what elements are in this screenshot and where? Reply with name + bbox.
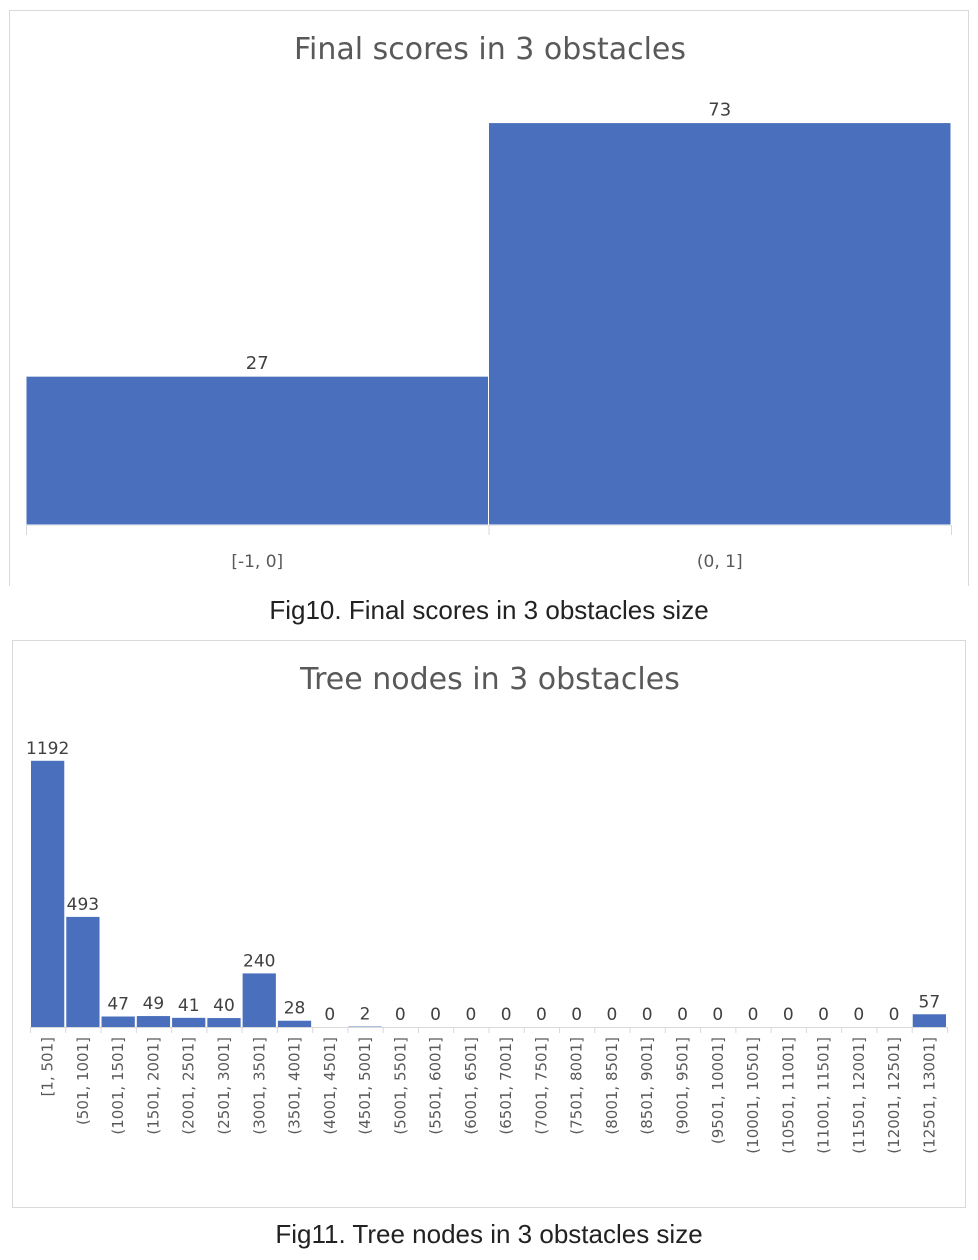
tree-nodes-tick-label: (1001, 1501] xyxy=(109,1037,127,1135)
tree-nodes-tick-label: (8501, 9001] xyxy=(638,1037,656,1135)
chart-final-scores: Final scores in 3 obstacles 27 [-1, 0] 73 (0… xyxy=(9,10,969,586)
tree-nodes-data-label: 240 xyxy=(243,951,275,971)
tree-nodes-tick-label: (4501, 5001] xyxy=(356,1037,374,1135)
tree-nodes-data-label: 0 xyxy=(324,1005,335,1025)
tree-nodes-tick-label: (2001, 2501] xyxy=(180,1037,198,1135)
tree-nodes-bar xyxy=(912,1014,946,1027)
tree-nodes-tick-label: (5001, 5501] xyxy=(391,1037,409,1135)
tree-nodes-data-label: 1192 xyxy=(26,739,69,759)
tree-nodes-bar xyxy=(66,916,100,1027)
tree-nodes-data-label: 0 xyxy=(536,1005,547,1025)
tree-nodes-tick-label: (4001, 4501] xyxy=(321,1037,339,1135)
tree-nodes-tick-label: [1, 501] xyxy=(39,1037,57,1096)
tree-nodes-tick-label: (11001, 11501] xyxy=(815,1037,833,1154)
tree-nodes-data-label: 0 xyxy=(642,1005,653,1025)
final-scores-data-label: 73 xyxy=(708,100,731,121)
final-scores-data-label: 27 xyxy=(246,353,269,374)
tree-nodes-tick-label: (6001, 6501] xyxy=(462,1037,480,1135)
tree-nodes-data-label: 0 xyxy=(677,1005,688,1025)
tree-nodes-tick-label: (5501, 6001] xyxy=(427,1037,445,1135)
tree-nodes-bar xyxy=(207,1018,241,1027)
tree-nodes-tick-label: (7501, 8001] xyxy=(568,1037,586,1135)
tree-nodes-bar xyxy=(101,1016,135,1027)
chart-final-scores-svg: Final scores in 3 obstacles 27 [-1, 0] 73 (0… xyxy=(25,32,952,572)
tree-nodes-tick-label: (10501, 11001] xyxy=(779,1037,797,1154)
tree-nodes-data-label: 493 xyxy=(67,895,99,915)
tree-nodes-bar xyxy=(242,973,276,1027)
tree-nodes-bar xyxy=(136,1016,171,1027)
tree-nodes-data-label: 47 xyxy=(107,995,129,1015)
tree-nodes-bar xyxy=(172,1017,206,1027)
tree-nodes-data-label: 0 xyxy=(571,1005,582,1025)
chart-tree-nodes: Tree nodes in 3 obstacles 1192 [1, 501] 493… xyxy=(12,640,966,1208)
tree-nodes-tick-label: (11501, 12001] xyxy=(850,1037,868,1154)
final-scores-title: Final scores in 3 obstacles xyxy=(294,32,686,67)
tree-nodes-tick-label: (12001, 12501] xyxy=(885,1037,903,1154)
tree-nodes-data-label: 0 xyxy=(712,1005,723,1025)
tree-nodes-data-label: 40 xyxy=(213,996,235,1016)
tree-nodes-data-label: 49 xyxy=(143,994,165,1014)
final-scores-tick-label: [-1, 0] xyxy=(231,552,283,572)
tree-nodes-tick-label: (3501, 4001] xyxy=(286,1037,304,1135)
tree-nodes-data-label: 0 xyxy=(465,1005,476,1025)
tree-nodes-tick-label: (10001, 10501] xyxy=(744,1037,762,1154)
figure-caption-fig10: Fig10. Final scores in 3 obstacles size xyxy=(269,595,709,625)
tree-nodes-tick-label: (8001, 8501] xyxy=(603,1037,621,1135)
tree-nodes-data-label: 0 xyxy=(430,1005,441,1025)
tree-nodes-tick-label: (9501, 10001] xyxy=(709,1037,727,1144)
tree-nodes-data-label: 57 xyxy=(919,992,941,1012)
tree-nodes-data-label: 28 xyxy=(284,999,306,1019)
tree-nodes-data-label: 2 xyxy=(360,1005,371,1025)
tree-nodes-data-label: 0 xyxy=(395,1005,406,1025)
tree-nodes-data-label: 0 xyxy=(853,1005,864,1025)
tree-nodes-tick-label: (2501, 3001] xyxy=(215,1037,233,1135)
tree-nodes-tick-label: (9001, 9501] xyxy=(673,1037,691,1135)
tree-nodes-data-label: 0 xyxy=(748,1005,759,1025)
final-scores-tick-label: (0, 1] xyxy=(697,552,743,572)
tree-nodes-tick-label: (6501, 7001] xyxy=(497,1037,515,1135)
tree-nodes-data-label: 0 xyxy=(607,1005,618,1025)
tree-nodes-tick-label: (7001, 7501] xyxy=(532,1037,550,1135)
final-scores-bar xyxy=(488,122,952,526)
figure-caption-fig11: Fig11. Tree nodes in 3 obstacles size xyxy=(275,1219,703,1249)
tree-nodes-tick-label: (3001, 3501] xyxy=(250,1037,268,1135)
final-scores-bar xyxy=(25,375,489,526)
tree-nodes-data-label: 0 xyxy=(501,1005,512,1025)
tree-nodes-tick-label: (1501, 2001] xyxy=(144,1037,162,1135)
tree-nodes-title: Tree nodes in 3 obstacles xyxy=(299,662,680,697)
tree-nodes-data-label: 0 xyxy=(783,1005,794,1025)
tree-nodes-data-label: 41 xyxy=(178,996,200,1016)
chart-tree-nodes-svg: Tree nodes in 3 obstacles 1192 [1, 501] 493… xyxy=(26,662,948,1154)
tree-nodes-tick-label: (501, 1001] xyxy=(74,1037,92,1125)
tree-nodes-data-label: 0 xyxy=(889,1005,900,1025)
tree-nodes-data-label: 0 xyxy=(818,1005,829,1025)
tree-nodes-bar xyxy=(31,760,65,1027)
tree-nodes-bar xyxy=(277,1020,312,1027)
tree-nodes-tick-label: (12501, 13001] xyxy=(920,1037,938,1154)
